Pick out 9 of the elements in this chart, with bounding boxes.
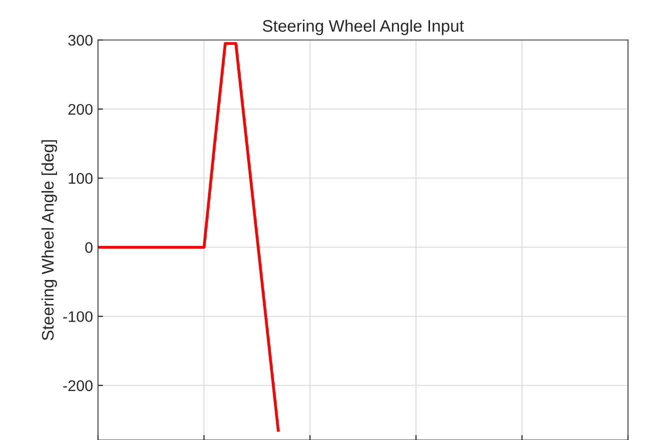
y-tick-label: 200: [68, 104, 93, 115]
y-tick-label: -200: [63, 380, 93, 392]
y-tick-label: -100: [63, 311, 93, 322]
chart-title: Steering Wheel Angle Input: [262, 20, 464, 36]
y-tick-label: 300: [68, 34, 93, 46]
line-series: [98, 42, 280, 432]
y-tick-label: 0: [85, 242, 93, 253]
y-tick-label: 100: [68, 173, 93, 184]
y-axis-title: Steering Wheel Angle [deg]: [41, 140, 58, 340]
